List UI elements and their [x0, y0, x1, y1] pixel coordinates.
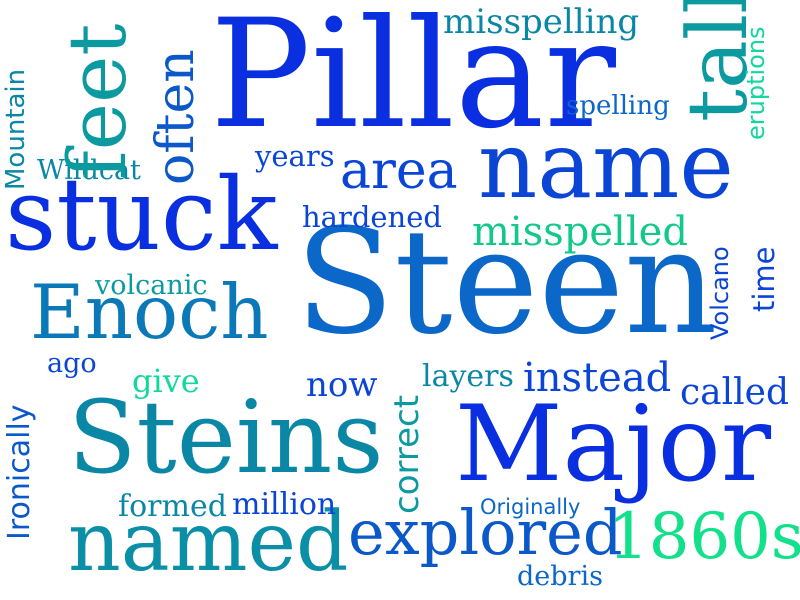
word-called: called [680, 372, 790, 413]
word-name: name [478, 112, 734, 219]
word-volcanic: volcanic [95, 270, 208, 301]
word-time: time [747, 246, 781, 312]
word-misspelling: misspelling [443, 2, 640, 42]
word-named: named [68, 495, 349, 590]
word-formed: formed [118, 489, 227, 524]
word-1860s: 1860s [608, 500, 800, 574]
word-enoch: Enoch [30, 268, 269, 356]
word-steen: Steen [295, 198, 718, 367]
word-mountain: Mountain [1, 68, 31, 190]
word-eruptions: eruptions [742, 26, 770, 140]
word-volcano: Volcano [706, 246, 734, 340]
word-originally: Originally [480, 495, 581, 519]
word-layers: layers [422, 359, 514, 394]
word-now: now [306, 365, 378, 405]
word-often: often [146, 49, 206, 185]
word-major: Major [455, 383, 772, 505]
word-feet: feet [51, 23, 144, 180]
word-wildcat: Wildcat [37, 155, 141, 186]
word-steins: Steins [68, 379, 384, 496]
word-million: million [232, 487, 337, 522]
word-ironically: Ironically [2, 404, 37, 540]
word-correct: correct [387, 394, 427, 514]
word-misspelled: misspelled [472, 209, 688, 255]
word-pillar: Pillar [210, 0, 616, 162]
word-stuck: stuck [5, 156, 278, 273]
word-spelling: spelling [566, 91, 670, 121]
word-instead: instead [523, 355, 672, 401]
word-hardened: hardened [302, 200, 442, 234]
word-debris: debris [517, 561, 603, 592]
word-give: give [132, 362, 200, 400]
word-years: years [255, 139, 335, 173]
word-area: area [340, 141, 458, 201]
word-ago: ago [47, 348, 97, 379]
word-explored: explored [348, 496, 623, 569]
